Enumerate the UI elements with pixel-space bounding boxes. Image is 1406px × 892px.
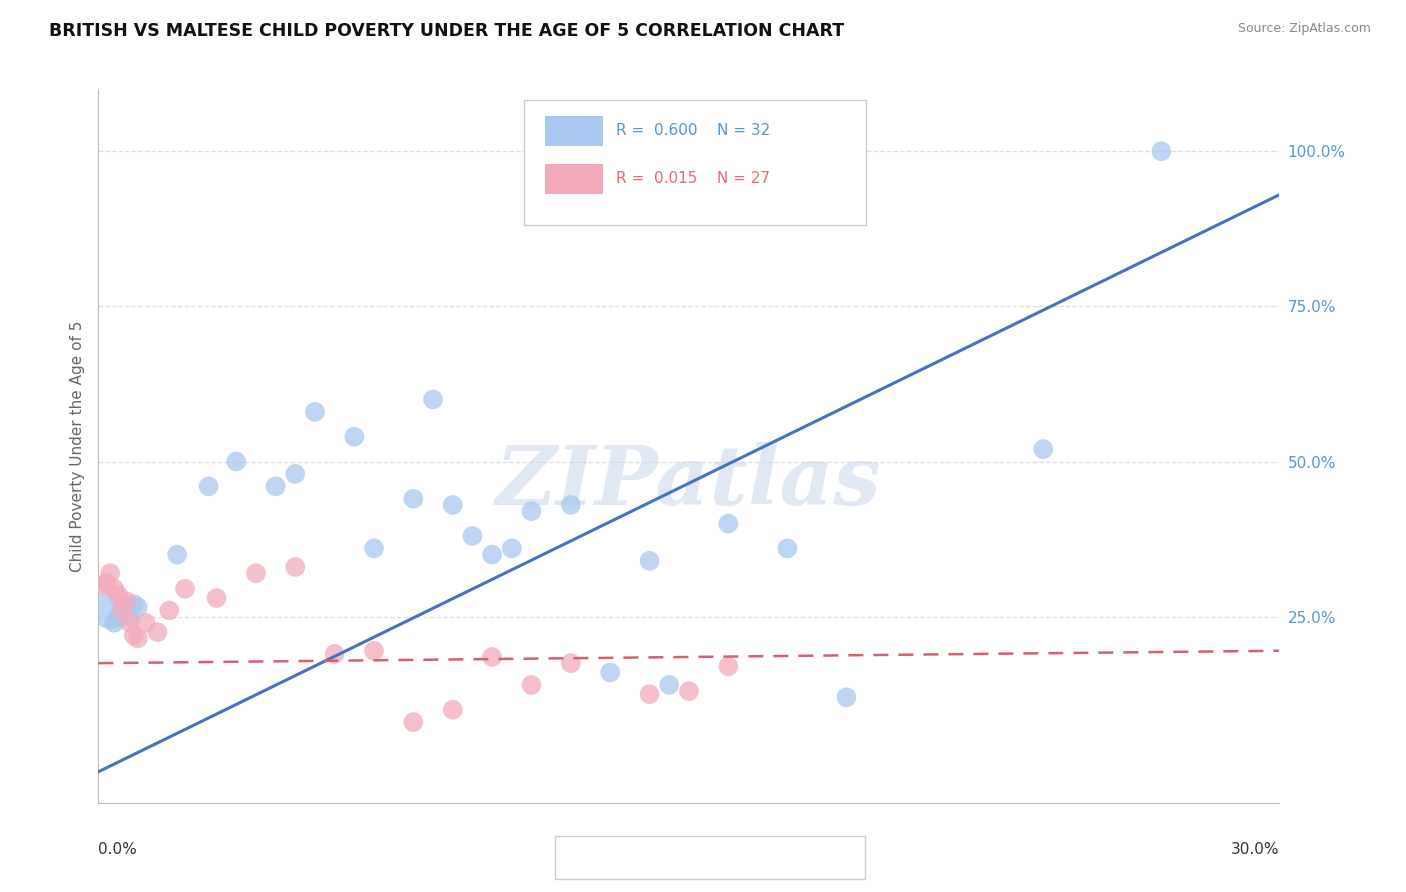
Point (284, 467, 307, 481)
Point (481, 548, 503, 562)
Point (461, 529, 484, 543)
Point (96, 575, 118, 590)
Text: R =  0.600    N = 32: R = 0.600 N = 32 (616, 123, 770, 138)
Text: 0.0%: 0.0% (98, 842, 138, 857)
Point (304, 405, 326, 419)
Point (363, 541, 385, 556)
Point (127, 632, 149, 646)
Point (115, 594, 138, 608)
Point (284, 560, 307, 574)
Text: ZIPatlas: ZIPatlas (496, 442, 882, 522)
Point (157, 603, 180, 617)
Point (135, 615, 157, 630)
Point (122, 628, 145, 642)
Text: BRITISH VS MALTESE CHILD POVERTY UNDER THE AGE OF 5 CORRELATION CHART: BRITISH VS MALTESE CHILD POVERTY UNDER T… (49, 22, 845, 40)
Point (107, 588, 129, 602)
Point (118, 609, 141, 624)
Point (560, 656, 582, 670)
Point (91, 579, 114, 593)
Point (638, 554, 661, 568)
Point (103, 582, 125, 596)
Point (225, 454, 247, 468)
Point (323, 647, 346, 661)
Text: Source: ZipAtlas.com: Source: ZipAtlas.com (1237, 22, 1371, 36)
Point (717, 659, 740, 673)
Text: R =  0.015    N = 27: R = 0.015 N = 27 (616, 171, 769, 186)
Point (638, 687, 661, 701)
Point (174, 582, 197, 596)
Y-axis label: Child Poverty Under the Age of 5: Child Poverty Under the Age of 5 (69, 320, 84, 572)
Text: British: British (626, 851, 675, 865)
Point (115, 600, 138, 615)
FancyBboxPatch shape (523, 100, 866, 225)
Point (658, 678, 681, 692)
Point (205, 591, 228, 605)
Point (402, 715, 425, 730)
Point (441, 498, 464, 512)
Point (343, 430, 366, 444)
Point (441, 703, 464, 717)
Point (127, 600, 149, 615)
FancyBboxPatch shape (546, 116, 603, 145)
Point (776, 541, 799, 556)
Text: ▪: ▪ (714, 844, 734, 872)
Point (264, 479, 287, 493)
Point (98, 566, 121, 581)
Text: 30.0%: 30.0% (1232, 842, 1279, 857)
Point (402, 491, 425, 506)
Point (717, 516, 740, 531)
Point (1150, 145, 1173, 159)
Point (520, 504, 543, 518)
Point (678, 684, 700, 698)
Point (560, 498, 582, 512)
Point (111, 597, 134, 611)
Point (111, 603, 134, 617)
Point (422, 392, 444, 407)
FancyBboxPatch shape (546, 164, 603, 194)
Point (599, 665, 621, 680)
Point (481, 650, 503, 665)
Point (520, 678, 543, 692)
Text: ▪: ▪ (595, 844, 614, 872)
Point (197, 479, 219, 493)
Point (107, 609, 129, 624)
Point (363, 644, 385, 658)
Point (835, 690, 858, 705)
Point (1032, 442, 1054, 456)
Point (122, 597, 145, 611)
Point (118, 615, 141, 630)
Point (245, 566, 267, 581)
Point (501, 541, 523, 556)
Point (98, 603, 121, 617)
Point (103, 615, 125, 630)
Point (146, 625, 169, 640)
Point (166, 548, 188, 562)
Text: Maltese: Maltese (745, 851, 804, 865)
